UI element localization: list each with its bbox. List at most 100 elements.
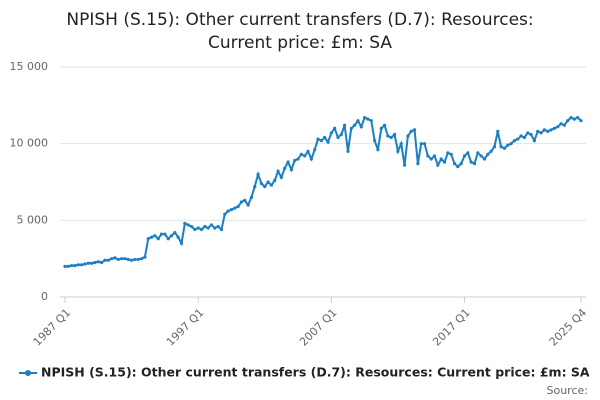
- data-point: [346, 149, 350, 153]
- data-point: [369, 119, 373, 123]
- data-point: [336, 135, 340, 140]
- data-point: [119, 257, 124, 261]
- data-point: [169, 234, 174, 238]
- data-point: [90, 261, 94, 265]
- data-point: [459, 162, 463, 166]
- data-point: [293, 158, 297, 163]
- data-point: [236, 204, 240, 209]
- data-point: [319, 139, 323, 143]
- data-point: [419, 142, 423, 146]
- data-point: [532, 139, 536, 143]
- data-point: [113, 256, 117, 260]
- data-point: [276, 169, 280, 173]
- data-point: [546, 129, 550, 133]
- data-point: [86, 261, 90, 265]
- data-point: [296, 157, 300, 161]
- data-point: [519, 134, 523, 138]
- data-point: [303, 154, 307, 158]
- data-point: [103, 258, 107, 262]
- data-point: [406, 134, 410, 138]
- y-tick-label: 15 000: [10, 60, 49, 73]
- y-tick-label: 10 000: [10, 137, 49, 150]
- data-point: [183, 221, 187, 225]
- data-point: [572, 117, 576, 121]
- data-point: [286, 160, 290, 164]
- data-point: [63, 264, 67, 268]
- data-point: [80, 263, 84, 267]
- data-point: [536, 129, 540, 133]
- data-point: [449, 152, 453, 156]
- data-point: [456, 165, 460, 169]
- data-point: [316, 137, 320, 141]
- data-point: [223, 212, 227, 216]
- data-point: [263, 185, 267, 189]
- data-point: [246, 203, 250, 207]
- data-point: [439, 157, 443, 161]
- data-point: [116, 257, 120, 262]
- data-point: [159, 232, 164, 236]
- data-point: [392, 132, 397, 137]
- data-point: [549, 128, 553, 132]
- data-point: [402, 163, 407, 167]
- data-point: [329, 131, 333, 135]
- x-tick-label: 2017 Q1: [430, 306, 473, 349]
- data-point: [146, 237, 150, 241]
- data-point: [133, 257, 137, 262]
- data-point: [426, 154, 430, 158]
- data-point: [219, 227, 224, 232]
- data-point: [283, 166, 287, 170]
- data-point: [206, 226, 210, 230]
- data-point: [509, 142, 513, 146]
- data-point: [279, 175, 283, 179]
- data-point: [70, 263, 74, 268]
- data-point: [313, 148, 317, 152]
- data-point: [409, 129, 413, 133]
- data-point: [482, 157, 487, 161]
- data-point: [213, 226, 217, 230]
- data-point: [529, 132, 533, 137]
- data-point: [569, 116, 573, 120]
- data-point: [556, 125, 560, 129]
- data-point: [516, 137, 520, 141]
- chart-title: Current price: £m: SA: [208, 33, 392, 53]
- x-tick-label: 1987 Q1: [31, 306, 74, 349]
- data-point: [476, 151, 480, 155]
- data-point: [522, 135, 527, 140]
- data-point: [266, 180, 270, 184]
- data-point: [373, 139, 377, 143]
- data-point: [126, 257, 130, 262]
- data-point: [416, 162, 420, 166]
- data-point: [389, 135, 393, 140]
- data-point: [366, 117, 370, 121]
- data-point: [343, 123, 347, 127]
- data-point: [76, 263, 80, 267]
- data-point: [66, 264, 70, 268]
- y-tick-label: 5 000: [17, 213, 49, 226]
- data-point: [269, 183, 273, 187]
- data-point: [189, 224, 194, 229]
- x-tick-label: 1997 Q1: [164, 306, 207, 349]
- series-line: [65, 116, 582, 268]
- data-point: [323, 135, 327, 140]
- data-point: [226, 209, 230, 213]
- data-point: [446, 151, 450, 155]
- data-point: [566, 119, 570, 123]
- data-point: [123, 257, 127, 261]
- data-point: [382, 123, 387, 127]
- data-point: [259, 181, 264, 186]
- data-point: [506, 143, 510, 147]
- data-point: [432, 154, 437, 158]
- chart-title: NPISH (S.15): Other current transfers (D…: [66, 10, 533, 30]
- x-tick-label: 2007 Q1: [297, 306, 340, 349]
- data-point: [199, 227, 204, 232]
- data-point: [542, 128, 546, 132]
- data-point: [209, 223, 214, 227]
- data-point: [196, 226, 200, 230]
- data-point: [73, 263, 77, 268]
- data-point: [139, 257, 144, 261]
- data-point: [576, 116, 580, 120]
- data-point: [429, 157, 433, 161]
- data-point: [472, 162, 477, 166]
- data-point: [136, 257, 140, 262]
- data-point: [186, 223, 190, 227]
